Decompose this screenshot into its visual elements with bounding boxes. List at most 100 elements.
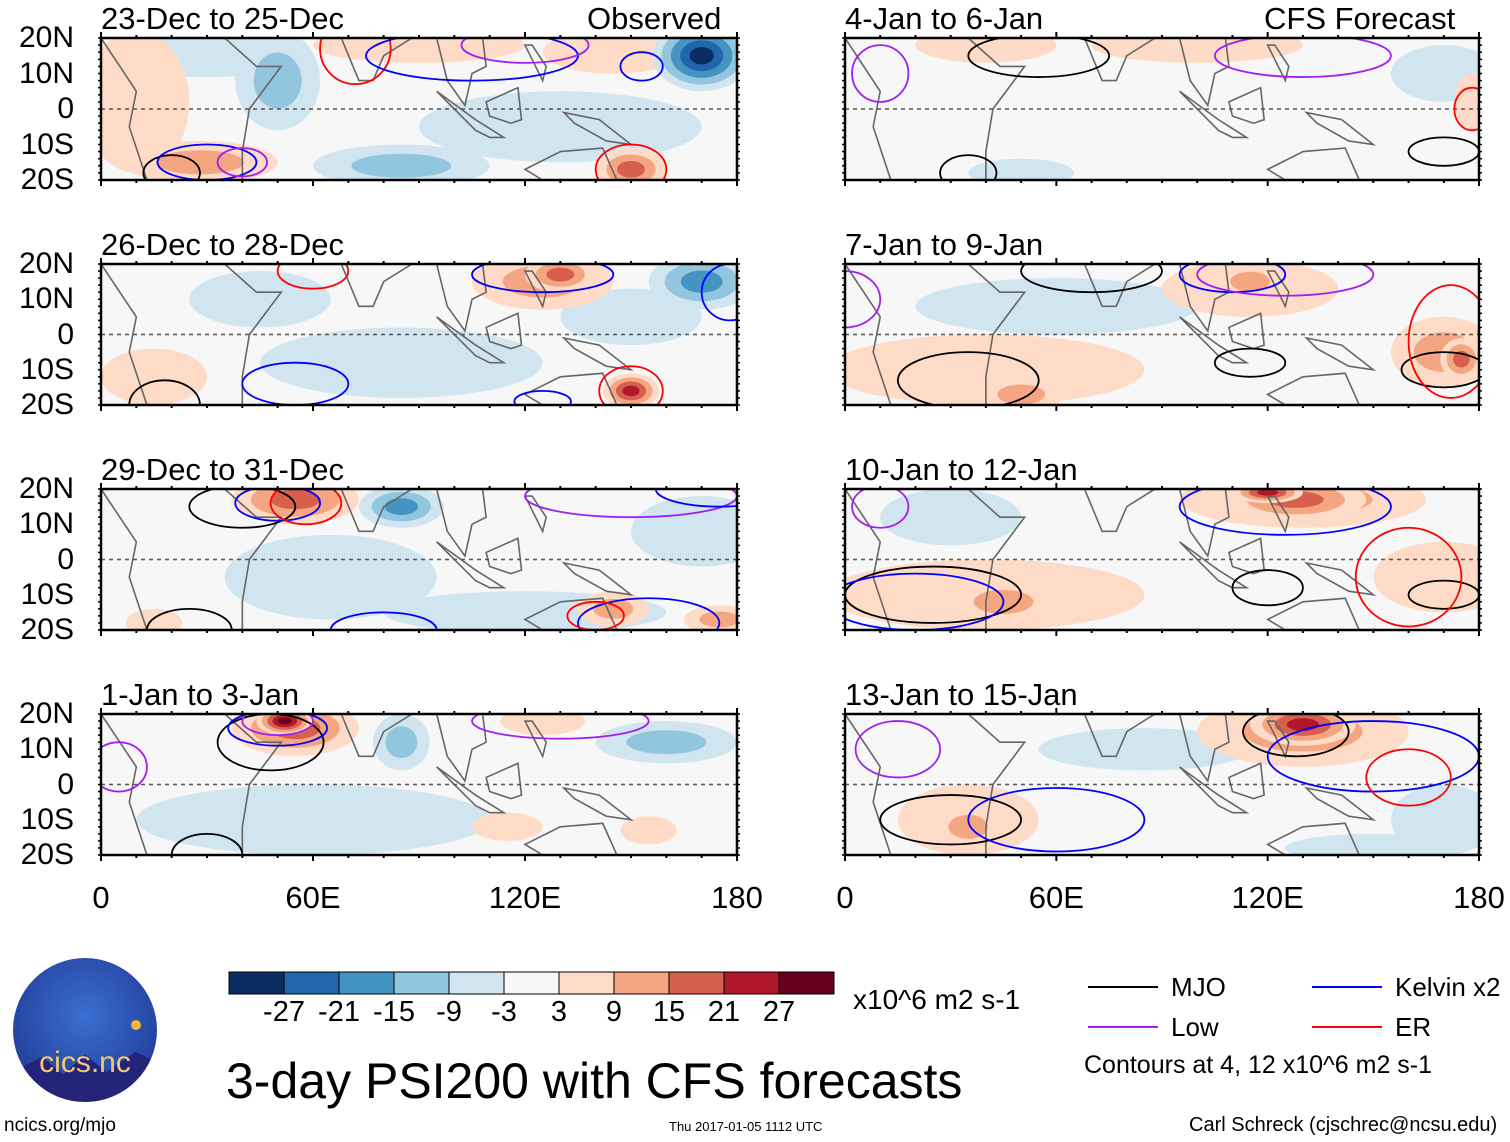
logo-text: cics.nc [39,1046,131,1079]
psi-contour [269,489,343,526]
cics-logo: cics.nc [13,958,157,1102]
psi-contour [188,489,297,529]
psi-anomaly-shade [384,498,419,515]
coastline [523,597,618,630]
psi-anomaly-shade [1285,833,1462,855]
colorbar-swatch [613,971,670,995]
colorbar-tick-label: 21 [707,996,741,1028]
map-panel [845,489,1479,630]
coastline [1178,714,1230,783]
psi-anomaly-shade [1038,728,1251,771]
colorbar-swatch [668,971,725,995]
units-label: x10^6 m2 s-1 [853,984,1021,1015]
colorbar-tick-label: -27 [263,996,305,1028]
coastline [101,714,283,855]
coastline [1227,312,1266,350]
panel-title: 29-Dec to 31-Dec [101,452,344,487]
psi-contour [854,720,941,779]
coastline [435,264,487,333]
psi-contour [967,787,1146,853]
psi-anomaly-shade [626,730,707,755]
lat-tick-label: 10S [20,802,74,836]
coastline [1227,762,1266,800]
coastline [1303,336,1377,371]
map-panel [101,38,737,180]
coastline [523,147,618,180]
coastline [1179,90,1250,139]
coastline [436,316,507,364]
panel-title: 13-Jan to 15-Jan [845,677,1078,712]
psi-contour [845,565,1022,624]
lat-tick-label: 10N [18,56,74,90]
psi-contour [1020,264,1163,294]
coastline [523,270,548,309]
coastline [1179,541,1250,589]
colorbar-swatch [778,971,835,995]
psi-anomaly-shade [880,489,1022,546]
coastline [1303,786,1377,821]
psi-contour [598,365,664,405]
legend-label: ER [1395,1012,1432,1042]
psi-anomaly-shade [542,38,684,74]
psi-anomaly-shade [997,384,1046,405]
coastline [845,489,1027,630]
psi-contour [471,714,650,740]
psi-contour [700,264,737,322]
psi-anomaly-shade [125,608,183,630]
psi-contour [319,38,392,86]
psi-contour [619,51,664,82]
observed-header: Observed [587,1,722,36]
legend-line-mjo [1088,986,1158,988]
lat-tick-label: 20N [18,697,74,730]
psi-contour [851,44,910,103]
psi-contour [156,143,258,180]
panel-title: 4-Jan to 6-Jan [845,1,1044,36]
psi-contour [142,154,201,180]
timestamp: Thu 2017-01-05 1112 UTC [669,1119,823,1134]
coastline [101,489,283,630]
lon-tick-label: 120E [1231,880,1304,915]
psi-anomaly-shade [189,271,331,328]
lat-tick-label: 0 [57,767,74,801]
psi-contour [241,361,350,405]
psi-anomaly-shade [546,267,575,282]
psi-anomaly-shade [351,153,452,178]
lon-tick-label: 180 [1453,880,1505,915]
psi-contour [1178,489,1392,536]
lon-tick-label: 0 [836,880,854,915]
lat-tick-label: 20S [20,163,74,196]
lat-tick-label: 20N [18,21,74,54]
lat-tick-label: 10S [20,127,74,161]
psi-anomaly-shade [968,158,1074,180]
psi-contour [329,611,438,630]
colorbar-tick-label: 9 [605,996,623,1028]
legend-line-low [1088,1026,1158,1028]
lat-tick-label: 10N [18,507,74,541]
colorbar-swatch [558,971,615,995]
lat-tick-label: 20N [18,472,74,505]
psi-anomaly-shade [385,726,418,759]
psi-anomaly-shade [948,814,989,839]
legend-label: MJO [1171,972,1226,1002]
map-panel [845,714,1479,855]
psi-contour [460,38,590,64]
psi-contour [1213,347,1287,378]
coastline [523,822,618,855]
coastline [1266,270,1290,309]
coastline [1266,597,1361,630]
colorbar-swatch [723,971,780,995]
lon-tick-label: 60E [1028,880,1084,915]
psi-contour [1213,38,1392,78]
coastline [436,90,507,139]
colorbar-tick-label: -3 [491,996,517,1028]
psi-anomaly-shade [224,534,437,620]
map-panel [101,264,737,405]
psi-anomaly-shade [617,160,645,178]
map-panel [845,38,1479,180]
colorbar-tick-label: 15 [652,996,686,1028]
psi-contour [577,597,721,630]
source-url[interactable]: ncics.org/mjo [4,1115,116,1136]
coastline [1178,264,1230,333]
